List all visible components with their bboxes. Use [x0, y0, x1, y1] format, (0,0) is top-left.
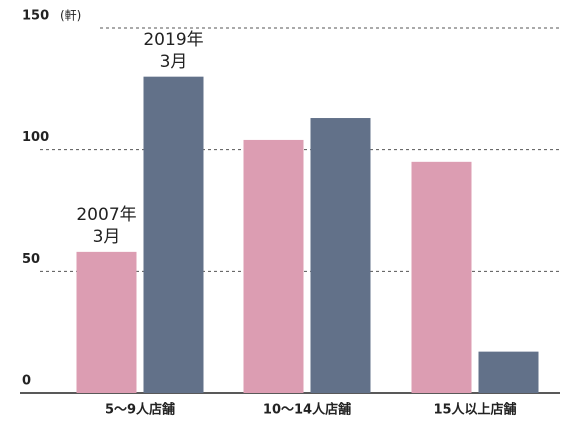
- bar: [411, 161, 472, 393]
- x-tick-label: 10〜14人店舗: [263, 402, 351, 418]
- bar: [478, 351, 539, 393]
- bar: [143, 76, 204, 394]
- y-tick-label: 0: [22, 374, 31, 389]
- bar: [243, 139, 304, 393]
- series-label: 2019年 3月: [139, 28, 208, 73]
- y-tick-label: 150: [22, 9, 49, 24]
- bar: [76, 251, 137, 393]
- x-tick-label: 15人以上店舗: [433, 402, 516, 418]
- y-unit: (軒): [60, 9, 81, 23]
- bar: [310, 118, 371, 394]
- x-tick-label: 5〜9人店舗: [105, 402, 175, 418]
- y-tick-label: 50: [22, 252, 40, 267]
- series-label: 2007年 3月: [72, 203, 141, 248]
- y-tick-label: 100: [22, 130, 49, 145]
